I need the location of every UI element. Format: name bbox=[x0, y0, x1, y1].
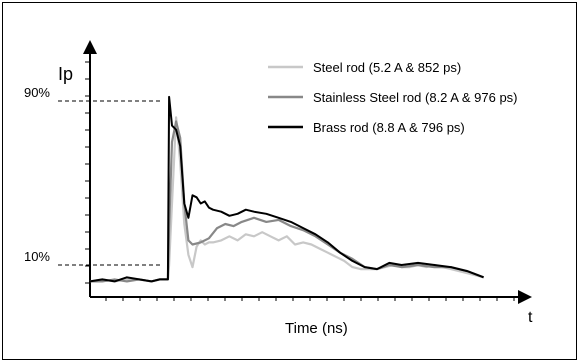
y-axis-arrow bbox=[83, 40, 97, 54]
x-axis-end-label: t bbox=[528, 309, 533, 326]
y-tick-label: 10% bbox=[24, 249, 50, 264]
legend-label-2: Stainless Steel rod (8.2 A & 976 ps) bbox=[313, 90, 518, 105]
y-axis-label: Ip bbox=[58, 64, 73, 84]
series-line-3 bbox=[89, 95, 484, 283]
legend-label-3: Brass rod (8.8 A & 796 ps) bbox=[313, 120, 465, 135]
x-axis-arrow bbox=[518, 290, 532, 304]
series-line-2 bbox=[90, 120, 484, 283]
y-tick-label: 90% bbox=[24, 85, 50, 100]
legend-label-1: Steel rod (5.2 A & 852 ps) bbox=[313, 60, 461, 75]
x-axis-label: Time (ns) bbox=[285, 320, 348, 337]
chart-frame bbox=[2, 2, 577, 360]
series-line-1 bbox=[89, 116, 484, 283]
